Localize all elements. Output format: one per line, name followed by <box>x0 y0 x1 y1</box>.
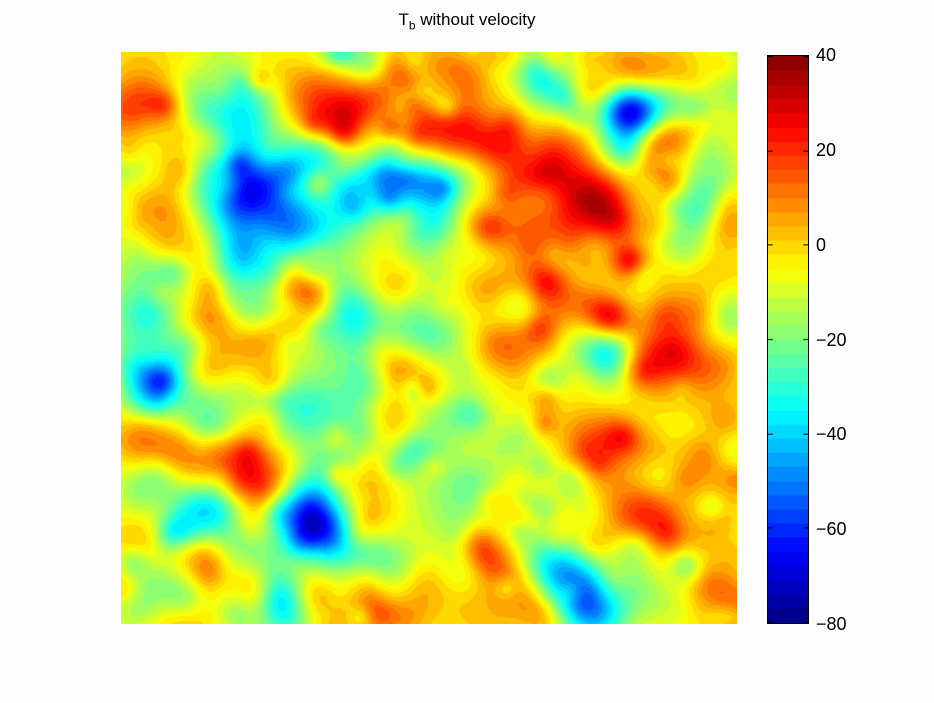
title-main: T <box>398 10 409 29</box>
title-subscript: b <box>408 18 416 33</box>
colorbar-tick-label: 0 <box>816 234 827 255</box>
title-rest: without velocity <box>415 10 536 29</box>
colorbar-tick-label: −40 <box>816 424 847 445</box>
colorbar <box>767 55 809 624</box>
colorbar-tick-label: 20 <box>816 139 837 160</box>
colorbar-tick-label: −80 <box>816 614 847 634</box>
heatmap-plot-area <box>121 52 737 624</box>
chart-title: Tb without velocity <box>0 10 934 32</box>
colorbar-tick-label: 40 <box>816 45 837 65</box>
colorbar-tick-label: −60 <box>816 519 847 540</box>
colorbar-tick-label: −20 <box>816 329 847 350</box>
